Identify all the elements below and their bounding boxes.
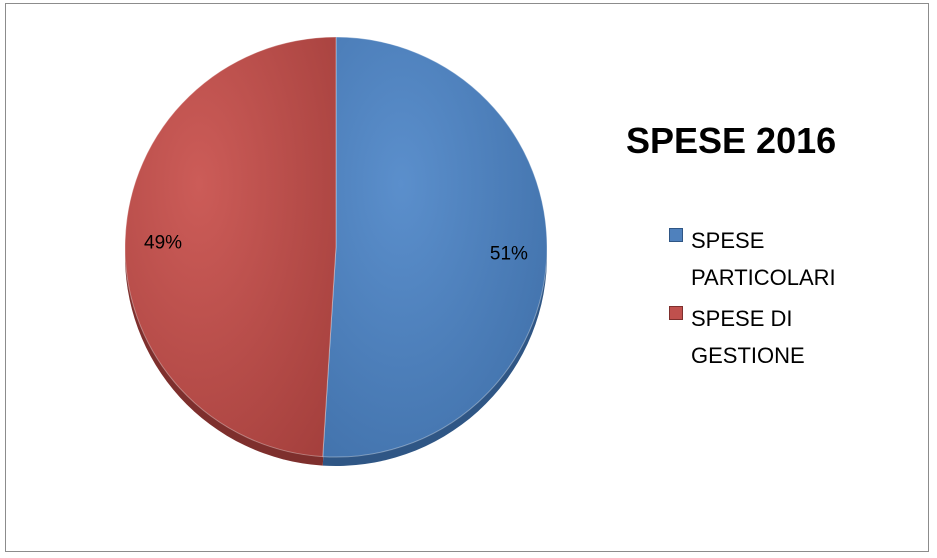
legend-label-spese-particolari: SPESE PARTICOLARI [691, 228, 836, 290]
chart-title: SPESE 2016 [626, 120, 837, 161]
data-label-spese-particolari: 51% [490, 243, 528, 264]
chart-area: 51% 49% SPESE 2016 SPESE PARTICOLARI SPES… [5, 3, 929, 552]
legend-swatch-spese-di-gestione [669, 306, 683, 320]
legend-label-spese-di-gestione: SPESE DI GESTIONE [691, 306, 805, 368]
legend-item-spese-particolari: SPESE PARTICOLARI [669, 222, 869, 296]
pie-slice-spese-particolari [322, 36, 548, 458]
pie-slice-spese-di-gestione [124, 36, 337, 458]
legend-item-spese-di-gestione: SPESE DI GESTIONE [669, 300, 869, 374]
legend: SPESE PARTICOLARI SPESE DI GESTIONE [669, 228, 869, 384]
data-label-spese-di-gestione: 49% [144, 233, 182, 254]
pie-chart: 51% 49% [124, 36, 548, 467]
legend-swatch-spese-particolari [669, 228, 683, 242]
